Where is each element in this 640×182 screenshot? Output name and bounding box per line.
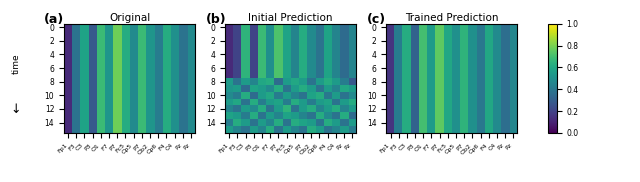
Text: time: time xyxy=(12,53,20,74)
Text: ↓: ↓ xyxy=(11,103,21,116)
Title: Original: Original xyxy=(109,13,150,23)
Text: (a): (a) xyxy=(44,13,65,26)
Text: (b): (b) xyxy=(205,13,226,26)
Text: (c): (c) xyxy=(367,13,386,26)
Title: Trained Prediction: Trained Prediction xyxy=(405,13,499,23)
Title: Initial Prediction: Initial Prediction xyxy=(248,13,333,23)
